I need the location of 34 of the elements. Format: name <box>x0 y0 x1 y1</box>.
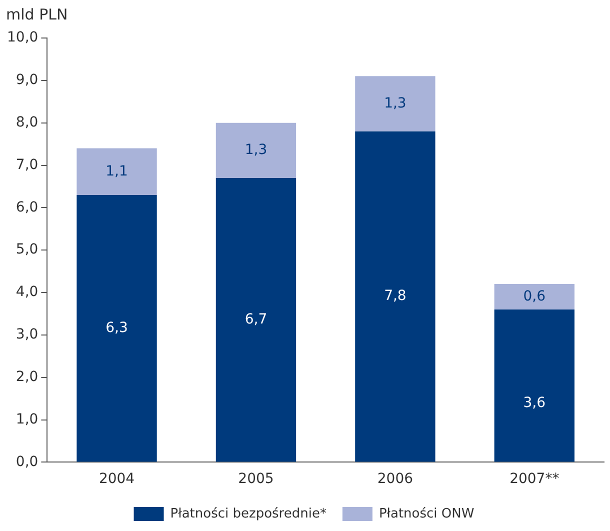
bar <box>216 178 296 462</box>
x-tick-label: 2005 <box>238 471 274 488</box>
data-label: 3,6 <box>523 395 546 412</box>
legend-label: Płatności ONW <box>378 506 474 522</box>
y-tick-label: 7,0 <box>16 156 38 173</box>
data-label: 1,3 <box>384 95 406 112</box>
data-label: 1,1 <box>106 163 128 180</box>
y-tick-label: 2,0 <box>16 369 38 385</box>
y-tick-label: 3,0 <box>16 326 38 343</box>
y-tick-label: 5,0 <box>16 242 38 258</box>
data-label: 6,3 <box>106 320 128 336</box>
y-axis-title: mld PLN <box>6 5 68 24</box>
bar <box>216 122 296 178</box>
y-tick-label: 1,0 <box>16 411 38 428</box>
y-tick-label: 10,0 <box>7 30 38 46</box>
bar <box>76 148 157 195</box>
x-tick-label: 2007** <box>510 471 560 488</box>
legend-label: Płatności bezpośrednie* <box>170 506 327 522</box>
bar <box>355 131 436 462</box>
x-tick-label: 2004 <box>98 471 135 488</box>
data-label: 7,8 <box>384 288 406 304</box>
bar <box>355 76 436 132</box>
data-label: 6,7 <box>244 311 268 328</box>
data-label: 1,3 <box>244 142 268 158</box>
data-label: 0,6 <box>523 288 546 304</box>
bar <box>494 309 574 462</box>
y-tick-label: 0,0 <box>16 454 38 470</box>
y-tick-label: 8,0 <box>16 114 38 130</box>
y-tick-label: 4,0 <box>16 284 38 300</box>
bar <box>76 194 157 462</box>
bar <box>494 284 574 310</box>
y-tick-label: 6,0 <box>16 199 38 216</box>
y-tick-label: 9,0 <box>16 72 38 88</box>
x-tick-label: 2006 <box>377 471 414 488</box>
